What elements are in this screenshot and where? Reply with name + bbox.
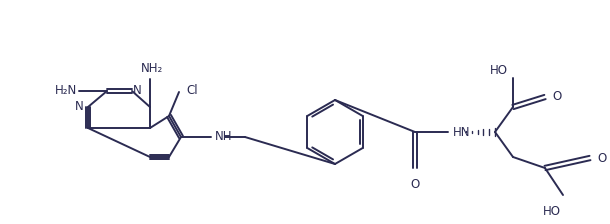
Text: O: O [597,151,606,164]
Text: N: N [75,101,84,114]
Text: Cl: Cl [186,84,198,97]
Text: N: N [133,84,142,97]
Text: O: O [411,178,420,191]
Text: HN: HN [453,125,470,138]
Text: H₂N: H₂N [55,84,77,97]
Text: NH₂: NH₂ [141,62,163,75]
Text: HO: HO [490,63,508,77]
Text: HO: HO [543,205,561,218]
Text: O: O [552,90,561,103]
Text: NH: NH [215,131,232,144]
